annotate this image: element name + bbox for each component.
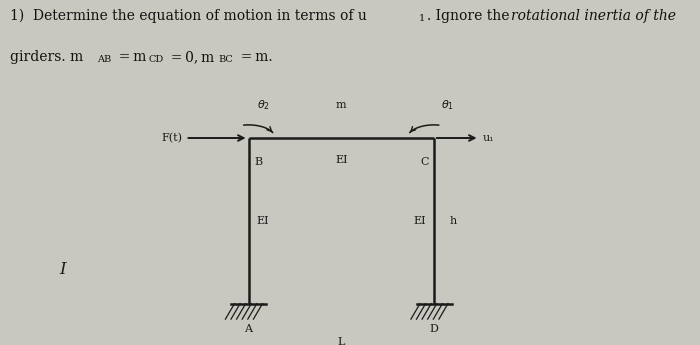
Text: I: I: [60, 260, 66, 278]
Text: AB: AB: [97, 55, 111, 64]
Text: A: A: [244, 324, 253, 334]
Text: L: L: [337, 337, 345, 345]
Text: m: m: [336, 100, 346, 110]
Text: BC: BC: [218, 55, 233, 64]
Text: = 0, m: = 0, m: [168, 50, 214, 64]
Text: CD: CD: [148, 55, 164, 64]
Text: EI: EI: [413, 216, 426, 226]
Text: D: D: [430, 324, 438, 334]
Text: C: C: [420, 157, 428, 167]
Text: 1: 1: [419, 14, 425, 23]
Text: EI: EI: [257, 216, 270, 226]
Text: F(t): F(t): [161, 133, 182, 143]
Text: $\theta_1$: $\theta_1$: [441, 98, 454, 112]
Text: girders. m: girders. m: [10, 50, 84, 64]
Text: . Ignore the: . Ignore the: [427, 9, 514, 23]
Text: EI: EI: [335, 155, 348, 165]
Text: rotational inertia of the: rotational inertia of the: [511, 9, 676, 23]
Text: 1)  Determine the equation of motion in terms of u: 1) Determine the equation of motion in t…: [10, 9, 368, 23]
Text: = m.: = m.: [238, 50, 272, 64]
Text: B: B: [254, 157, 262, 167]
Text: u₁: u₁: [483, 133, 495, 143]
Text: $\theta_2$: $\theta_2$: [257, 98, 270, 112]
Text: h: h: [449, 216, 456, 226]
Text: = m: = m: [116, 50, 146, 64]
